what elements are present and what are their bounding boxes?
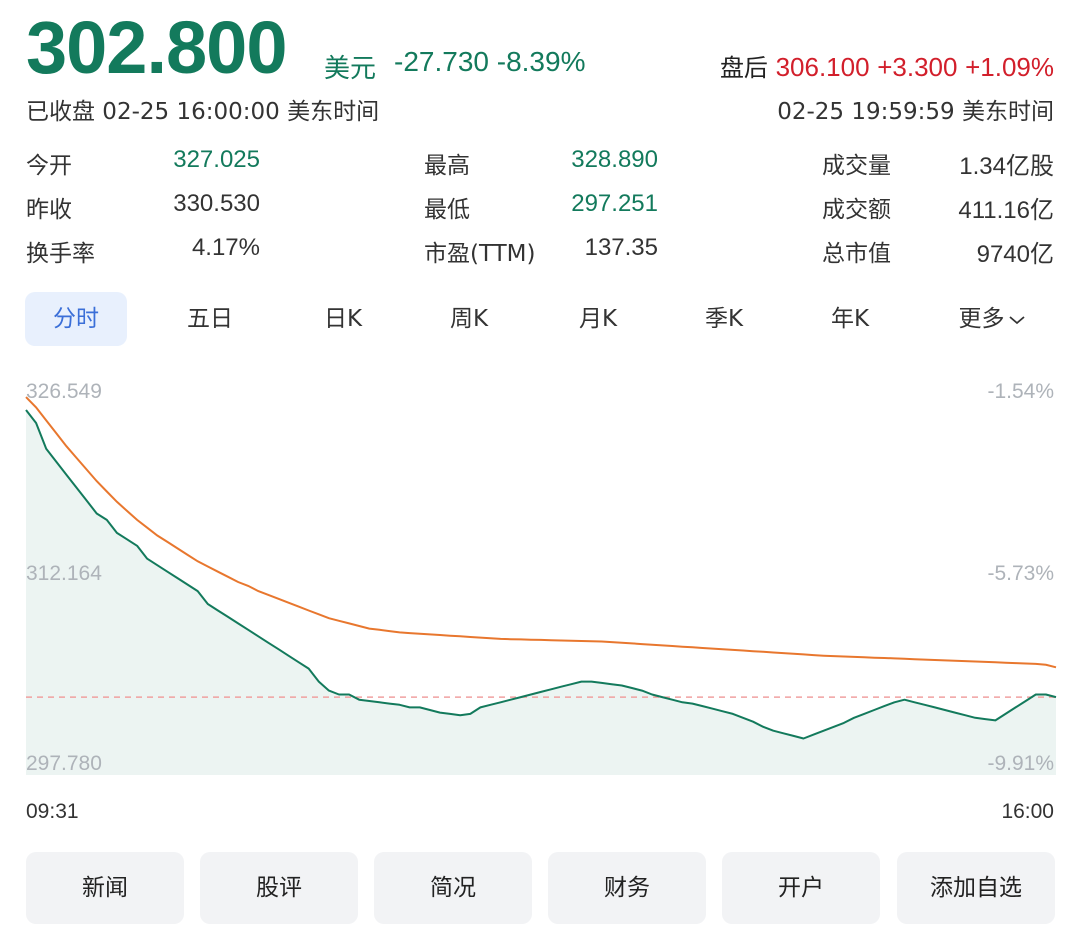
after-hours-change-percent: +1.09%: [965, 52, 1054, 82]
tab-7[interactable]: 更多: [941, 292, 1043, 346]
action-button[interactable]: 股评: [200, 852, 358, 924]
last-price: 302.800: [26, 6, 287, 89]
tab-1[interactable]: 五日: [159, 292, 261, 346]
stat-label: 今开: [26, 153, 72, 179]
action-button[interactable]: 简况: [374, 852, 532, 924]
y-tick-left-2: 297.780: [26, 752, 102, 775]
stat-label: 最高: [424, 153, 470, 179]
stat-label: 总市值: [822, 241, 891, 267]
tab-4[interactable]: 月K: [547, 292, 649, 346]
tab-label: 年K: [830, 306, 870, 332]
tab-label: 季K: [704, 306, 744, 332]
average-price-line: [25, 396, 1057, 669]
stat-label: 最低: [424, 197, 470, 223]
y-tick-right-0: -1.54%: [987, 380, 1054, 403]
action-button[interactable]: 财务: [548, 852, 706, 924]
tab-label: 日K: [323, 306, 363, 332]
stat-label: 昨收: [26, 197, 72, 223]
intraday-chart[interactable]: [0, 370, 1080, 810]
action-button[interactable]: 新闻: [26, 852, 184, 924]
stat-label: 成交额: [822, 197, 891, 223]
stat-value: 328.890: [571, 146, 658, 173]
stat-label: 成交量: [822, 153, 891, 179]
y-tick-right-2: -9.91%: [987, 752, 1054, 775]
stat-value: 137.35: [584, 234, 658, 261]
tab-label: 周K: [449, 306, 489, 332]
price-change-value: -27.730: [394, 46, 489, 77]
y-tick-right-1: -5.73%: [987, 562, 1054, 585]
x-tick-end: 16:00: [1001, 800, 1054, 823]
price-change: -27.730 -8.39%: [394, 46, 585, 78]
price-change-percent: -8.39%: [496, 46, 586, 77]
stat-value: 9740亿: [976, 241, 1054, 268]
stat-label: 市盈(TTM): [424, 241, 536, 267]
period-tabs: 分时 五日 日K 周K 月K 季K 年K 更多: [25, 292, 1056, 346]
tab-6[interactable]: 年K: [799, 292, 901, 346]
chevron-down-icon: [1005, 306, 1026, 332]
y-tick-left-1: 312.164: [26, 562, 102, 585]
tab-label: 分时: [53, 306, 99, 332]
x-tick-start: 09:31: [26, 800, 79, 823]
after-hours-label: 盘后: [719, 54, 768, 82]
stat-value: 1.34亿股: [959, 153, 1054, 180]
price-area-fill: [26, 410, 1056, 775]
tab-label: 五日: [187, 306, 233, 332]
stat-label: 换手率: [26, 241, 95, 267]
after-hours-price: 306.100: [775, 52, 870, 82]
after-hours-change: +3.300: [877, 52, 958, 82]
currency-label: 美元: [324, 54, 377, 84]
action-button[interactable]: 开户: [722, 852, 880, 924]
after-hours-quote: 盘后 306.100 +3.300 +1.09%: [720, 48, 1054, 83]
y-tick-left-0: 326.549: [26, 380, 102, 403]
stat-value: 330.530: [173, 190, 260, 217]
action-button[interactable]: 添加自选: [897, 852, 1055, 924]
stat-value: 4.17%: [191, 234, 260, 261]
stat-value: 297.251: [571, 190, 658, 217]
tab-2[interactable]: 日K: [292, 292, 394, 346]
tab-0[interactable]: 分时: [25, 292, 127, 346]
stat-value: 327.025: [173, 146, 260, 173]
after-hours-time: 02-25 19:59:59 美东时间: [777, 99, 1054, 125]
market-status: 已收盘 02-25 16:00:00 美东时间: [26, 99, 380, 125]
tab-5[interactable]: 季K: [673, 292, 775, 346]
tab-label: 月K: [578, 306, 618, 332]
tab-label: 更多: [958, 306, 1005, 332]
stat-value: 411.16亿: [958, 197, 1054, 224]
price-line: [25, 409, 1057, 740]
tab-3[interactable]: 周K: [418, 292, 520, 346]
